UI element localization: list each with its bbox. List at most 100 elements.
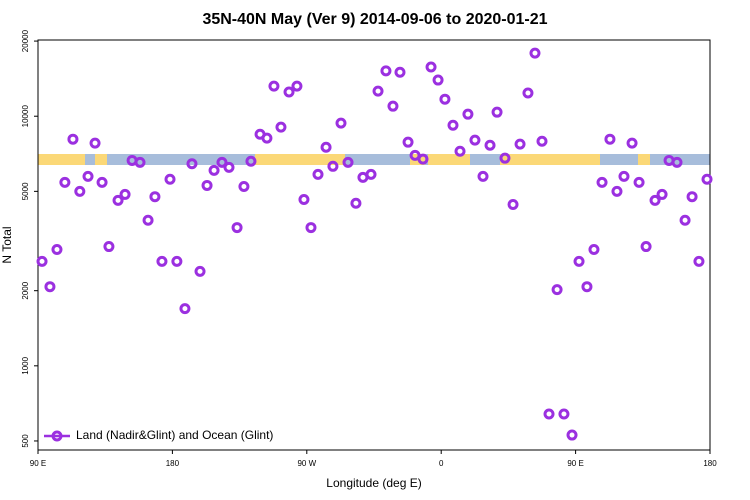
data-point — [514, 138, 526, 150]
data-point — [686, 191, 698, 203]
data-point — [275, 121, 287, 133]
data-point — [536, 135, 548, 147]
data-point — [454, 145, 466, 157]
x-tick-label: 90 W — [297, 459, 316, 468]
legend: Land (Nadir&Glint) and Ocean (Glint) — [44, 428, 273, 442]
data-point — [447, 119, 459, 131]
data-point — [596, 176, 608, 188]
data-point — [462, 108, 474, 120]
data-point — [417, 153, 429, 165]
data-point — [604, 133, 616, 145]
x-tick-label: 0 — [439, 459, 444, 468]
data-point — [171, 255, 183, 267]
data-point — [380, 65, 392, 77]
data-point — [701, 173, 713, 185]
data-point — [558, 408, 570, 420]
y-tick-label: 500 — [21, 434, 30, 448]
data-point — [588, 243, 600, 255]
data-point — [551, 284, 563, 296]
y-tick-label: 20000 — [21, 29, 30, 52]
data-point — [671, 156, 683, 168]
data-point — [223, 161, 235, 173]
data-point — [283, 86, 295, 98]
data-point — [216, 156, 228, 168]
data-point — [305, 222, 317, 234]
data-point — [245, 155, 257, 167]
data-point — [320, 141, 332, 153]
data-point — [179, 303, 191, 315]
data-point — [142, 214, 154, 226]
y-tick-label: 10000 — [21, 105, 30, 128]
data-point — [44, 281, 56, 293]
data-point — [59, 176, 71, 188]
data-point — [387, 100, 399, 112]
data-point — [156, 255, 168, 267]
data-point — [231, 222, 243, 234]
data-point — [543, 408, 555, 420]
data-point — [194, 265, 206, 277]
data-point — [312, 168, 324, 180]
x-tick-label: 90 E — [30, 459, 46, 468]
y-axis-label: N Total — [0, 226, 14, 263]
data-point — [119, 188, 131, 200]
data-point — [335, 117, 347, 129]
data-point — [491, 106, 503, 118]
data-point — [693, 255, 705, 267]
y-tick-label: 1000 — [21, 356, 30, 374]
data-point — [649, 194, 661, 206]
data-point — [67, 133, 79, 145]
data-point — [656, 188, 668, 200]
data-point — [134, 156, 146, 168]
x-tick-label: 90 E — [567, 459, 583, 468]
data-point — [618, 170, 630, 182]
data-point — [633, 176, 645, 188]
data-point — [611, 185, 623, 197]
data-point — [425, 61, 437, 73]
data-point — [372, 85, 384, 97]
data-point — [342, 156, 354, 168]
data-point — [469, 134, 481, 146]
y-tick-label: 2000 — [21, 281, 30, 299]
data-point — [89, 137, 101, 149]
data-point — [201, 179, 213, 191]
data-point — [432, 74, 444, 86]
data-point — [626, 137, 638, 149]
data-point — [439, 93, 451, 105]
data-point — [74, 185, 86, 197]
data-point — [112, 194, 124, 206]
data-point — [507, 198, 519, 210]
legend-marker — [51, 430, 63, 442]
data-point — [208, 164, 220, 176]
data-point — [51, 243, 63, 255]
data-point — [327, 160, 339, 172]
data-point — [96, 176, 108, 188]
data-point — [581, 281, 593, 293]
data-point — [350, 197, 362, 209]
data-point — [566, 429, 578, 441]
data-point — [394, 66, 406, 78]
data-point — [103, 241, 115, 253]
data-point — [484, 139, 496, 151]
data-point — [261, 132, 273, 144]
x-axis-label: Longitude (deg E) — [326, 476, 421, 490]
data-point — [36, 255, 48, 267]
y-tick-label: 5000 — [21, 182, 30, 200]
data-point — [291, 80, 303, 92]
data-point — [529, 47, 541, 59]
legend-label: Land (Nadir&Glint) and Ocean (Glint) — [76, 428, 273, 442]
data-point — [149, 191, 161, 203]
data-point — [365, 168, 377, 180]
x-tick-label: 180 — [166, 459, 180, 468]
data-point — [499, 152, 511, 164]
data-point — [268, 80, 280, 92]
data-point — [679, 214, 691, 226]
plot-frame — [37, 39, 711, 451]
data-point — [186, 158, 198, 170]
data-point — [82, 170, 94, 182]
x-tick-label: 180 — [703, 459, 717, 468]
data-point — [238, 180, 250, 192]
data-point — [164, 173, 176, 185]
data-point — [402, 136, 414, 148]
data-point — [477, 170, 489, 182]
